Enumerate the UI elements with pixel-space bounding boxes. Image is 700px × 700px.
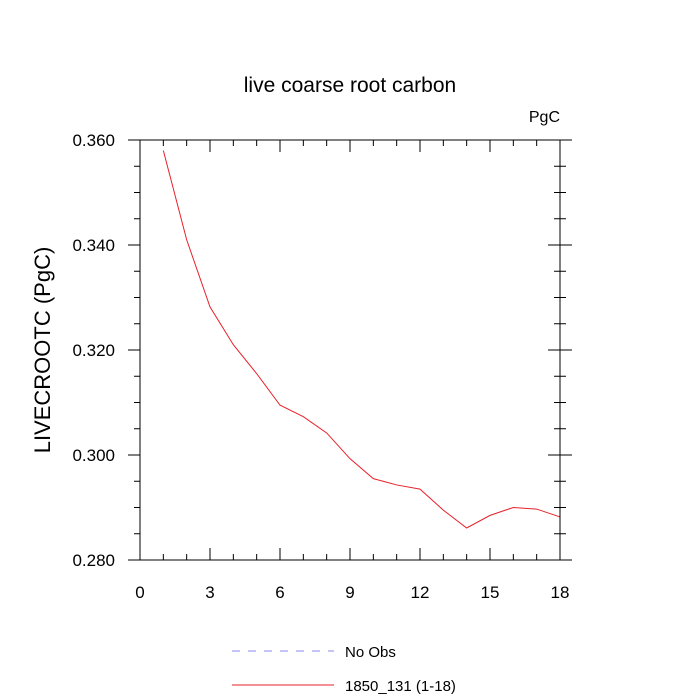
y-axis-label: LIVECROOTC (PgC) xyxy=(30,247,55,454)
axis-tick-labels: 0 3 6 9 12 15 18 0.280 0.300 0.320 0.340 0.360 xyxy=(72,131,569,602)
x-tick-label: 15 xyxy=(481,583,500,602)
x-tick-label: 9 xyxy=(345,583,354,602)
plot-frame xyxy=(139,139,561,561)
y-tick-label: 0.280 xyxy=(72,551,115,570)
y-tick-label: 0.360 xyxy=(72,131,115,150)
chart-title: live coarse root carbon xyxy=(244,74,456,97)
x-tick-label: 3 xyxy=(205,583,214,602)
y-tick-label: 0.300 xyxy=(72,446,115,465)
axis-ticks xyxy=(128,139,572,561)
x-tick-label: 18 xyxy=(551,583,570,602)
legend-label: No Obs xyxy=(345,644,396,661)
y-tick-label: 0.340 xyxy=(72,236,115,255)
series-line xyxy=(162,150,561,529)
legend-label: 1850_131 (1-18) xyxy=(345,678,456,695)
units-label: PgC xyxy=(529,109,560,126)
x-tick-label: 6 xyxy=(275,583,284,602)
x-tick-label: 0 xyxy=(135,583,144,602)
series-layer xyxy=(162,150,561,529)
x-tick-label: 12 xyxy=(411,583,430,602)
legend: No Obs 1850_131 (1-18) xyxy=(232,644,456,695)
y-tick-label: 0.320 xyxy=(72,341,115,360)
